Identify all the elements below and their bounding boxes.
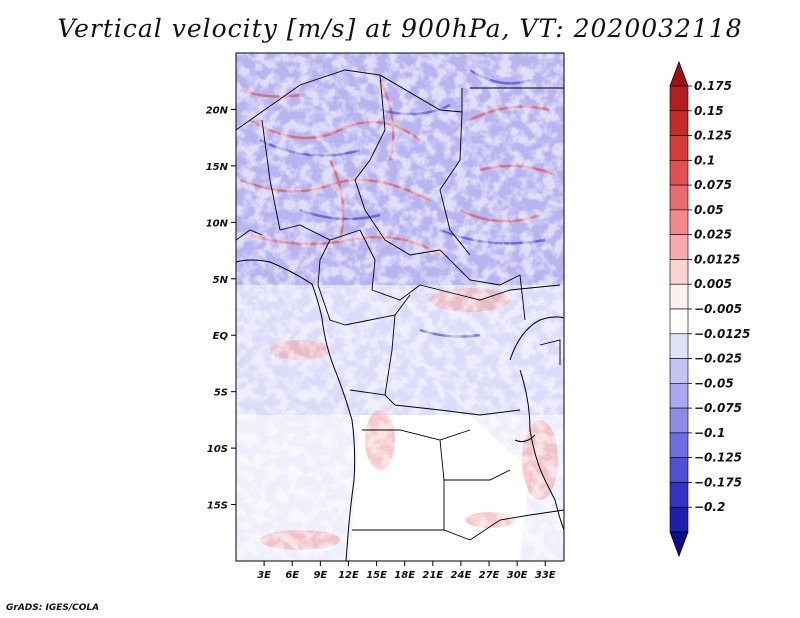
colorbar-label: 0.075 <box>694 178 732 192</box>
colorbar-label: −0.0125 <box>694 327 750 341</box>
colorbar-label: −0.125 <box>694 451 742 465</box>
colorbar-label: 0.175 <box>694 79 732 93</box>
x-tick-label: 27E <box>479 570 500 581</box>
footer-credit: GrADS: IGES/COLA <box>6 603 100 613</box>
colorbar-label: −0.05 <box>694 376 734 390</box>
y-tick-label: 10N <box>206 218 229 229</box>
colorbar-label: 0.025 <box>694 228 732 242</box>
colorbar-label: 0.005 <box>694 277 732 291</box>
colorbar-swatch <box>669 506 689 533</box>
chart-title: Vertical velocity [m/s] at 900hPa, VT: 2… <box>57 14 743 43</box>
x-tick-label: 24E <box>451 570 472 581</box>
field-noise <box>236 53 564 561</box>
colorbar-swatch <box>669 457 689 483</box>
x-tick-label: 21E <box>422 570 443 581</box>
colorbar-swatch <box>669 432 689 458</box>
colorbar-swatch <box>669 85 689 112</box>
country-borders <box>236 69 564 541</box>
colorbar-label: 0.05 <box>694 203 724 217</box>
map-frame <box>235 52 565 562</box>
x-tick-label: 12E <box>338 570 359 581</box>
colorbar-swatch <box>669 358 689 384</box>
colorbar: 0.175 0.15 0.125 0.1 0.075 0.05 0.025 0.0125 0.0… <box>669 60 750 558</box>
colorbar-swatch <box>669 407 689 434</box>
y-tick-label: 5N <box>213 275 229 286</box>
colorbar-label: −0.175 <box>694 475 742 489</box>
y-tick-label: 15S <box>207 501 228 512</box>
colorbar-swatch <box>669 110 689 136</box>
x-tick-label: 6E <box>285 570 299 581</box>
colorbar-label: −0.025 <box>694 352 742 366</box>
x-axis: 3E 6E 9E 12E 15E 18E 21E 24E 27E 30E 33E <box>257 561 556 581</box>
colorbar-label: −0.1 <box>694 426 725 440</box>
x-tick-label: 3E <box>257 570 271 581</box>
y-tick-label: EQ <box>213 331 229 342</box>
colorbar-label: 0.0125 <box>694 252 740 266</box>
y-tick-label: 15N <box>206 162 229 173</box>
map-field <box>236 53 564 561</box>
colorbar-swatch <box>669 531 689 558</box>
x-tick-label: 33E <box>535 570 556 581</box>
colorbar-swatch <box>669 482 689 508</box>
x-tick-label: 30E <box>507 570 528 581</box>
y-tick-label: 5S <box>214 388 228 399</box>
colorbar-label: −0.2 <box>694 500 725 514</box>
y-axis: 20N 15N 10N 5N EQ 5S 10S 15S <box>206 105 236 512</box>
colorbar-swatch <box>669 135 689 161</box>
colorbar-swatch <box>669 160 689 186</box>
colorbar-swatch <box>669 60 689 87</box>
x-tick-label: 9E <box>313 570 327 581</box>
coastlines <box>236 259 564 561</box>
colorbar-swatch <box>669 259 689 285</box>
colorbar-label: 0.15 <box>694 104 724 118</box>
colorbar-label: −0.005 <box>694 302 742 316</box>
colorbar-swatch <box>669 209 689 235</box>
colorbar-swatch <box>669 308 689 335</box>
x-tick-label: 18E <box>394 570 415 581</box>
colorbar-swatch <box>669 234 689 260</box>
colorbar-swatch <box>669 184 689 211</box>
colorbar-label: −0.075 <box>694 401 742 415</box>
colorbar-swatch <box>669 283 689 310</box>
colorbar-swatch <box>669 333 689 359</box>
y-tick-label: 20N <box>206 105 229 116</box>
y-tick-label: 10S <box>207 444 228 455</box>
colorbar-label: 0.125 <box>694 129 732 143</box>
colorbar-swatch <box>669 383 689 409</box>
colorbar-label: 0.1 <box>694 153 715 167</box>
x-tick-label: 15E <box>366 570 387 581</box>
